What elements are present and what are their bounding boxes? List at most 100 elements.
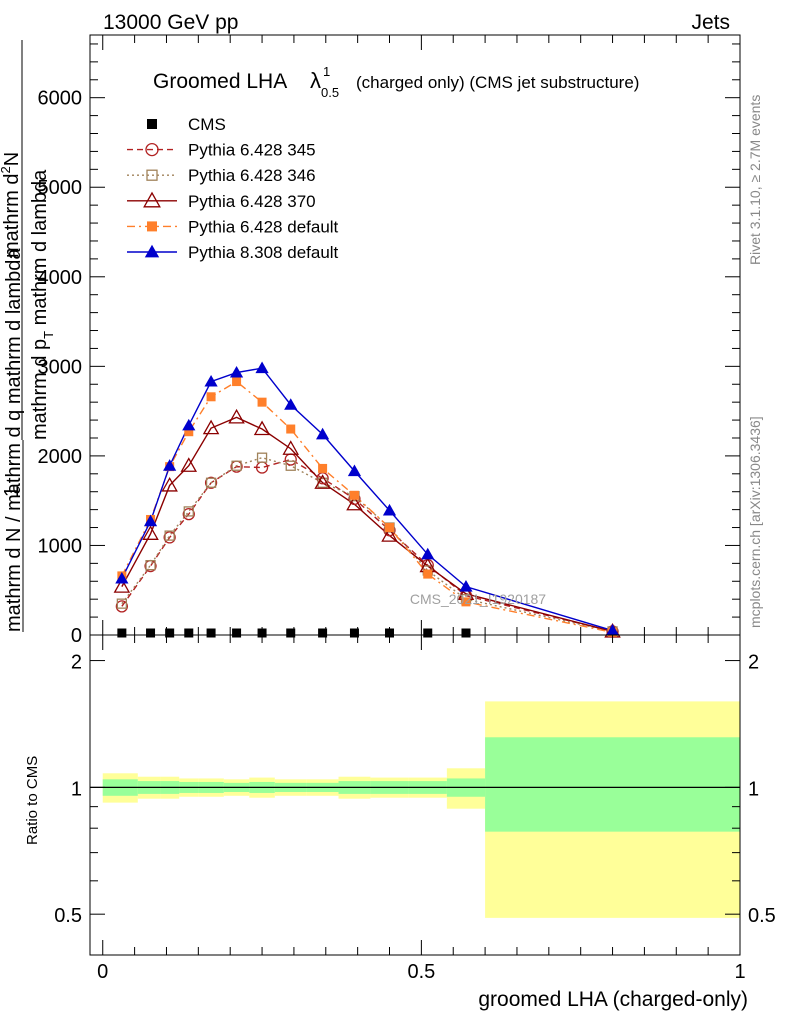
data-point-pythia-6-428-default [257,397,267,407]
data-point-pythia-8-308-default [182,418,196,431]
data-point-pythia-6-428-370 [180,457,198,472]
data-point-pythia-6-428-370 [161,476,178,492]
legend-label: Pythia 6.428 370 [188,192,316,211]
legend-item-pythia-6-428-345: Pythia 6.428 345 [127,141,316,160]
main-ytick-label: 1000 [38,535,83,557]
legend-item-pythia-8-308-default: Pythia 8.308 default [127,243,339,262]
ratio-xtick-label: 0 [97,961,108,983]
ratio-plot: 0.5 0.5 1 1 2 2 0 0.5 1 Ratio to CMS groomed LHA… [24,634,776,1011]
ratio-xtick-label: 0.5 [407,961,435,983]
header-left: 13000 GeV pp [103,11,238,34]
data-point-pythia-6-428-370 [228,408,245,424]
data-point-pythia-6-428-370 [113,578,131,593]
header-right: Jets [691,11,730,34]
data-point-pythia-8-308-default [204,374,218,387]
main-ytick-label: 2000 [38,446,83,468]
data-point-cms [146,628,156,638]
data-point-pythia-6-428-default [423,569,433,579]
main-ticks: 0 1000 2000 3000 4000 5000 6000 [38,35,741,647]
main-ytick-label: 0 [71,625,82,647]
series-line-pythia-6-428-default [121,380,613,633]
data-point-pythia-6-428-345 [204,476,218,489]
series-line-pythia-6-428-370 [121,416,613,633]
ylabel-bottom-num: 1 [1,486,23,497]
data-point-pythia-6-428-default [461,597,471,607]
title-subscript: 0.5 [321,85,339,100]
legend-marker [147,119,157,129]
ratio-ytick-label: 2 [71,652,82,674]
legend-marker [147,221,157,232]
ratio-ytick-label: 1 [71,778,82,800]
data-point-pythia-8-308-default [229,366,244,378]
ratio-ytick-label: 0.5 [54,905,82,927]
data-point-pythia-8-308-default [143,514,158,527]
data-point-pythia-8-308-default [163,459,177,471]
legend-item-pythia-6-428-370: Pythia 6.428 370 [127,191,316,211]
legend: CMS Pythia 6.428 345 Pythia 6.428 346 Pythi… [127,115,339,262]
main-ytick-label: 3000 [38,356,83,378]
ylabel-top-num: mathrm d2N [0,152,23,258]
title-main: Groomed LHA [153,70,287,93]
data-point-pythia-6-428-370 [381,527,398,542]
ratio-ytick-label-right: 2 [748,652,759,674]
data-point-pythia-8-308-default [115,571,129,584]
legend-label: Pythia 6.428 346 [188,166,316,185]
title-symbol: λ [310,68,321,93]
data-point-pythia-6-428-370 [282,440,299,455]
ratio-xtick-label: 1 [734,961,745,983]
legend-marker [143,191,161,208]
title-rest: (charged only) (CMS jet substructure) [356,73,639,92]
data-point-pythia-6-428-default [232,377,242,387]
data-point-cms [385,628,395,638]
ratio-ytick-label-right: 1 [748,778,759,800]
data-point-pythia-6-428-default [206,392,216,402]
data-point-pythia-8-308-default [421,547,435,560]
data-point-cms [318,628,328,638]
title-superscript: 1 [323,64,330,79]
data-point-pythia-6-428-370 [346,495,363,511]
xlabel: groomed LHA (charged-only) [478,988,748,1011]
legend-label: CMS [188,115,226,134]
legend-label: Pythia 6.428 345 [188,141,316,160]
main-plot: 0 1000 2000 3000 4000 5000 6000 CMS_2021_I1920… [38,34,741,647]
legend-item-cms: CMS [147,115,226,134]
data-point-pythia-8-308-default [459,580,473,592]
legend-item-pythia-6-428-346: Pythia 6.428 346 [127,166,316,185]
data-point-cms [257,628,267,638]
ratio-bands [102,701,740,918]
legend-label: Pythia 8.308 default [188,243,339,262]
data-point-pythia-6-428-346 [183,506,194,517]
data-point-pythia-6-428-346 [256,452,268,463]
data-point-pythia-6-428-default [349,490,359,500]
data-point-pythia-8-308-default [284,398,298,410]
data-point-pythia-6-428-345 [182,507,195,521]
data-point-pythia-8-308-default [255,361,269,374]
data-point-pythia-6-428-346 [205,477,217,488]
series-line-pythia-8-308-default [121,367,613,632]
data-point-cms [117,628,127,638]
data-point-pythia-6-428-default [385,523,395,533]
mcplots-label: mcplots.cern.ch [arXiv:1306.3436] [747,416,763,628]
data-point-cms [423,628,433,638]
data-point-pythia-8-308-default [382,503,397,516]
legend-item-pythia-6-428-default: Pythia 6.428 default [127,217,339,236]
ratio-ticks: 0.5 0.5 1 1 2 2 0 0.5 1 [54,635,776,983]
ratio-inner-band [485,737,740,832]
data-point-cms [349,628,359,638]
data-point-pythia-6-428-default [318,463,328,473]
data-point-pythia-6-428-346 [116,598,128,609]
data-point-cms [286,628,296,638]
data-point-pythia-6-428-346 [145,559,156,571]
legend-marker [146,169,158,181]
data-point-pythia-6-428-346 [164,530,175,541]
legend-marker [144,244,160,258]
main-ytick-label: 6000 [38,88,83,110]
data-point-pythia-8-308-default [605,623,620,636]
watermark: CMS_2021_I1920187 [410,591,546,607]
main-ytick-label: 5000 [38,177,83,199]
data-point-pythia-6-428-default [184,427,194,437]
ylabel-bottom-den: mathrm d N / mathrm d q mathrm d lambda [3,248,25,632]
data-point-pythia-6-428-default [286,424,296,434]
data-point-cms [184,628,194,638]
